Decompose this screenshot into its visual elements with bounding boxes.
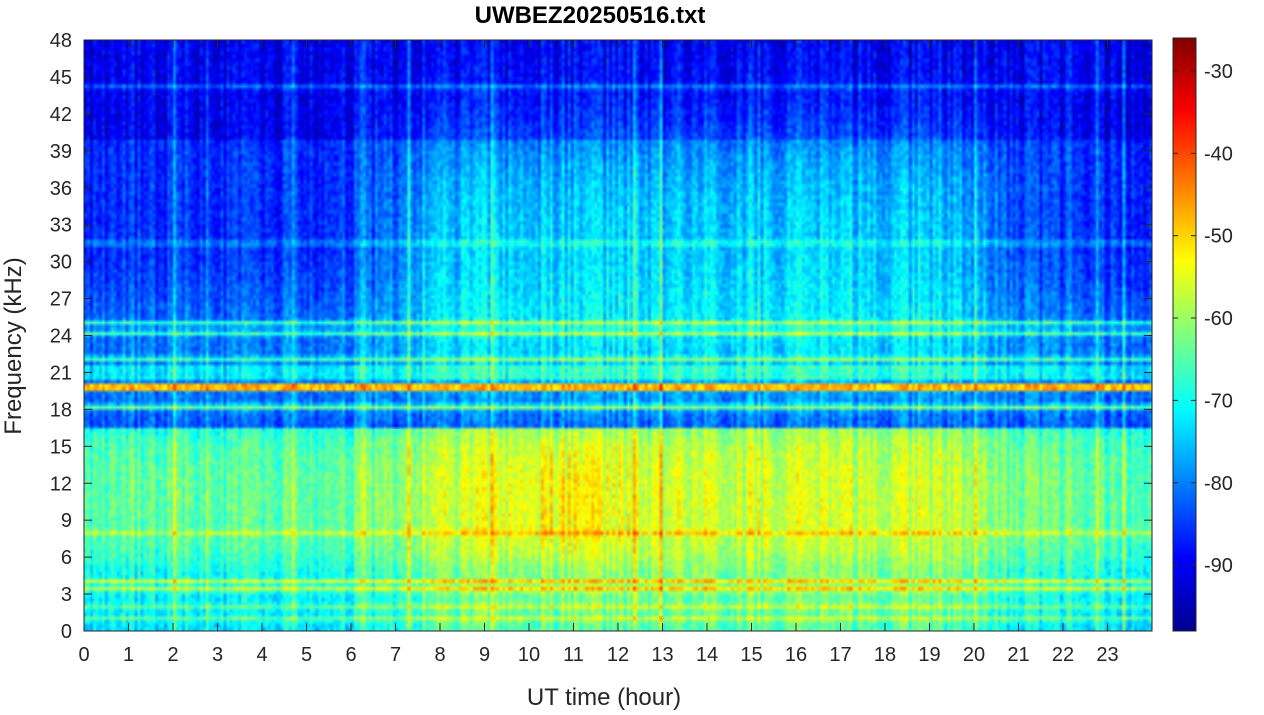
x-tick-label: 14 bbox=[696, 644, 718, 666]
y-tick-label: 33 bbox=[50, 215, 72, 237]
x-tick-label: 10 bbox=[518, 644, 540, 666]
y-tick-label: 18 bbox=[50, 399, 72, 421]
y-tick-label: 6 bbox=[61, 547, 72, 569]
x-tick-label: 5 bbox=[301, 644, 312, 666]
colorbar-tick-label: -70 bbox=[1204, 390, 1233, 412]
x-tick-label: 2 bbox=[167, 644, 178, 666]
y-tick-label: 0 bbox=[61, 621, 72, 643]
y-tick-label: 24 bbox=[50, 326, 72, 348]
y-tick-label: 12 bbox=[50, 473, 72, 495]
colorbar-ticks: -30 -40 -50 -60 -70 -80 -90 bbox=[1173, 61, 1233, 577]
x-tick-label: 8 bbox=[434, 644, 445, 666]
y-axis-title: Frequency (kHz) bbox=[0, 257, 27, 434]
chart-title: UWBEZ20250516.txt bbox=[475, 2, 706, 29]
x-tick-label: 7 bbox=[390, 644, 401, 666]
x-tick-label: 17 bbox=[829, 644, 851, 666]
colorbar-tick-label: -50 bbox=[1204, 226, 1233, 248]
x-tick-label: 3 bbox=[212, 644, 223, 666]
y-tick-label: 36 bbox=[50, 178, 72, 200]
x-tick-label: 19 bbox=[918, 644, 940, 666]
x-tick-label: 20 bbox=[963, 644, 985, 666]
x-tick-label: 22 bbox=[1052, 644, 1074, 666]
colorbar-tick-label: -30 bbox=[1204, 61, 1233, 83]
x-tick-label: 13 bbox=[651, 644, 673, 666]
x-tick-label: 21 bbox=[1007, 644, 1029, 666]
y-tick-label: 42 bbox=[50, 104, 72, 126]
y-tick-label: 30 bbox=[50, 252, 72, 274]
x-tick-label: 23 bbox=[1096, 644, 1118, 666]
x-axis-title: UT time (hour) bbox=[527, 684, 681, 711]
y-tick-label: 39 bbox=[50, 141, 72, 163]
x-tick-label: 0 bbox=[78, 644, 89, 666]
x-tick-label: 6 bbox=[345, 644, 356, 666]
x-tick-label: 15 bbox=[740, 644, 762, 666]
colorbar-tick-label: -90 bbox=[1204, 555, 1233, 577]
y-tick-label: 27 bbox=[50, 289, 72, 311]
y-tick-label: 21 bbox=[50, 362, 72, 384]
x-tick-label: 1 bbox=[123, 644, 134, 666]
y-tick-label: 15 bbox=[50, 436, 72, 458]
colorbar bbox=[1172, 37, 1197, 632]
colorbar-tick-label: -80 bbox=[1204, 473, 1233, 495]
y-tick-label: 45 bbox=[50, 67, 72, 89]
y-tick-label: 48 bbox=[50, 30, 72, 52]
x-tick-label: 12 bbox=[607, 644, 629, 666]
y-tick-label: 9 bbox=[61, 510, 72, 532]
x-tick-label: 16 bbox=[785, 644, 807, 666]
x-tick-label: 9 bbox=[479, 644, 490, 666]
x-tick-label: 4 bbox=[256, 644, 267, 666]
y-tick-label: 3 bbox=[61, 584, 72, 606]
heatmap-image bbox=[84, 40, 1152, 631]
colorbar-tick-label: -60 bbox=[1204, 308, 1233, 330]
x-axis: 0 1 2 3 4 5 6 7 8 9 10 11 12 13 14 15 16 17 18 19 20 21 22 23 bbox=[78, 40, 1119, 666]
spectrogram-image bbox=[84, 40, 1152, 631]
x-tick-label: 18 bbox=[874, 644, 896, 666]
colorbar-tick-label: -40 bbox=[1204, 143, 1233, 165]
x-tick-label: 11 bbox=[563, 644, 584, 666]
